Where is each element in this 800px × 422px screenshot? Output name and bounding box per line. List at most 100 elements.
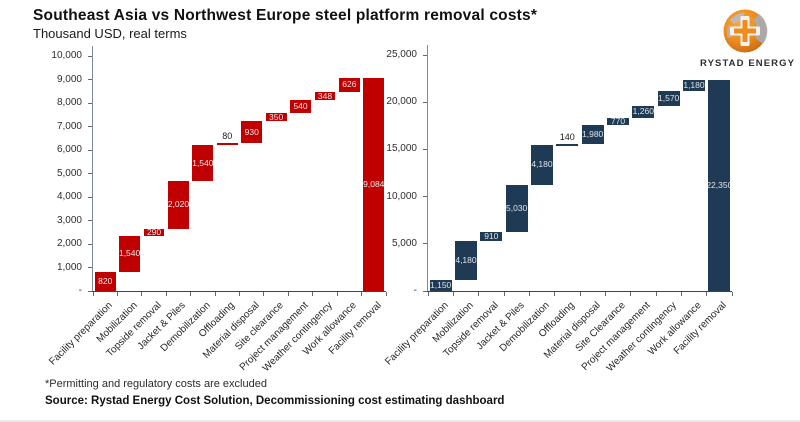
waterfall-bar: 626 <box>338 77 360 93</box>
y-tick-label: 3,000 <box>56 214 82 226</box>
y-tick-mark <box>88 149 92 151</box>
x-tick-mark <box>604 292 606 296</box>
y-tick-mark <box>423 101 427 103</box>
waterfall-bar: 4,180 <box>455 240 477 281</box>
y-tick-label: 25,000 <box>386 49 417 60</box>
y-tick-mark <box>423 148 427 150</box>
y-tick-label: 5,000 <box>391 237 417 249</box>
globe-icon <box>723 9 768 53</box>
y-tick-label: 5,000 <box>56 167 82 179</box>
x-tick-mark <box>165 292 167 296</box>
y-axis-line <box>92 46 93 291</box>
x-tick-mark <box>427 292 429 296</box>
bar-value-label: 770 <box>610 117 626 126</box>
x-tick-mark <box>630 292 632 296</box>
y-tick-label: 6,000 <box>56 144 82 155</box>
x-tick-mark <box>478 292 480 296</box>
waterfall-bar <box>556 143 579 146</box>
x-tick-mark <box>579 292 581 296</box>
bar-value-label: 80 <box>222 131 233 142</box>
waterfall-bar: 348 <box>314 92 336 101</box>
rystad-logo: RYSTAD ENERGY <box>700 8 796 69</box>
y-tick-label: 2,000 <box>56 238 82 249</box>
x-tick-mark <box>385 292 387 296</box>
bar-value-label: 22,350 <box>708 180 731 190</box>
x-tick-mark <box>528 292 530 296</box>
waterfall-bar: 1,150 <box>429 280 452 291</box>
y-tick-mark <box>423 243 427 245</box>
waterfall-bar: 22,350 <box>708 80 731 291</box>
bar-value-label: 1,260 <box>632 106 654 117</box>
x-tick-mark <box>190 292 192 296</box>
x-tick-mark <box>452 292 454 296</box>
bar-value-label: 140 <box>559 131 575 142</box>
waterfall-bar: 290 <box>143 228 165 236</box>
y-tick-mark <box>423 54 427 56</box>
bar-value-label: 350 <box>269 113 284 122</box>
y-tick-mark <box>88 126 92 127</box>
x-tick-mark <box>336 292 338 296</box>
waterfall-bar: 1,260 <box>632 105 655 118</box>
x-tick-mark <box>503 292 505 296</box>
x-tick-mark <box>312 292 314 296</box>
y-tick-label: 9,000 <box>56 73 82 85</box>
waterfall-bar: 770 <box>607 117 629 126</box>
y-tick-label: 10,000 <box>386 190 417 202</box>
bar-value-label: 1,980 <box>582 128 604 139</box>
x-tick-mark <box>239 292 240 296</box>
bar-value-label: 2,020 <box>168 199 189 210</box>
bar-value-label: 1,180 <box>683 80 705 91</box>
bar-value-label: 290 <box>146 228 162 236</box>
x-tick-mark <box>214 292 216 296</box>
x-tick-mark <box>731 292 733 296</box>
waterfall-bar <box>216 143 238 146</box>
y-tick-mark <box>88 243 92 245</box>
x-tick-mark <box>116 292 118 296</box>
bar-value-label: 4,180 <box>531 159 553 170</box>
waterfall-bar: 1,180 <box>683 80 705 92</box>
bar-value-label: 4,180 <box>455 254 477 265</box>
waterfall-bar: 9,084 <box>363 77 385 291</box>
x-axis-line <box>427 291 732 292</box>
logo-wordmark: RYSTAD ENERGY <box>700 58 796 69</box>
window-bottom-edge <box>0 420 800 422</box>
y-tick-mark <box>88 79 92 80</box>
y-tick-mark <box>88 196 92 198</box>
x-tick-mark <box>554 292 556 296</box>
y-tick-mark <box>88 220 92 221</box>
y-tick-label: 15,000 <box>386 143 417 155</box>
waterfall-bar: 4,180 <box>531 145 553 185</box>
waterfall-bar: 1,540 <box>192 145 214 182</box>
page-subtitle: Thousand USD, real terms <box>33 26 187 41</box>
y-tick-label: 7,000 <box>56 120 82 132</box>
waterfall-bar: 540 <box>290 100 311 114</box>
y-tick-mark <box>88 102 92 104</box>
x-tick-mark <box>141 292 143 296</box>
y-tick-mark <box>423 290 427 292</box>
waterfall-bar: 820 <box>94 271 116 291</box>
x-tick-mark <box>655 292 657 296</box>
y-tick-label: 1,000 <box>56 261 82 273</box>
y-tick-mark <box>88 173 92 174</box>
bar-value-label: 1,150 <box>430 280 452 291</box>
source-line: Source: Rystad Energy Cost Solution, Dec… <box>45 395 505 407</box>
bar-value-label: 626 <box>342 79 357 90</box>
x-axis-line <box>92 291 386 292</box>
y-tick-mark <box>88 55 92 57</box>
bar-value-label: 1,570 <box>658 93 680 104</box>
waterfall-bar: 910 <box>480 232 503 241</box>
y-tick-mark <box>423 196 427 198</box>
waterfall-bar: 1,980 <box>581 125 604 144</box>
bar-value-label: 1,540 <box>192 157 214 168</box>
y-tick-label: - <box>78 285 82 296</box>
bar-value-label: 930 <box>244 126 259 137</box>
y-tick-mark <box>88 267 92 268</box>
y-tick-label: 10,000 <box>51 50 82 61</box>
y-tick-mark <box>88 290 92 292</box>
bar-value-label: 1,540 <box>119 248 141 259</box>
y-tick-label: 20,000 <box>386 96 417 108</box>
y-tick-label: 4,000 <box>56 191 82 202</box>
bar-value-label: 540 <box>293 101 308 112</box>
